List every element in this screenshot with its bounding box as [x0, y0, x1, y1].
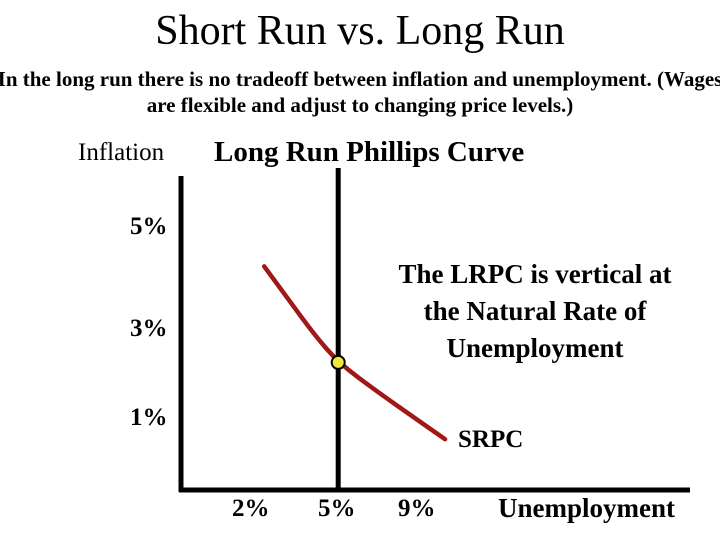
srpc-label: SRPC	[458, 426, 524, 453]
y-tick-label: 3%	[130, 315, 168, 342]
subtitle-line-2: are flexible and adjust to changing pric…	[146, 93, 574, 117]
y-axis-label: Inflation	[78, 139, 165, 166]
lrpc-annotation: The LRPC is vertical at the Natural Rate…	[360, 256, 710, 367]
x-tick-label: 5%	[318, 495, 356, 522]
x-tick-label: 2%	[232, 495, 270, 522]
lrpc-label: Long Run Phillips Curve	[214, 136, 525, 168]
subtitle-line-1: In the long run there is no tradeoff bet…	[0, 67, 720, 91]
subtitle: In the long run there is no tradeoff bet…	[0, 66, 720, 118]
y-tick-label: 1%	[130, 404, 168, 431]
equilibrium-point	[330, 354, 346, 370]
annotation-line-2: the Natural Rate of	[423, 296, 647, 326]
annotation-line-3: Unemployment	[446, 333, 624, 363]
x-tick-label: 9%	[398, 495, 436, 522]
annotation-line-1: The LRPC is vertical at	[398, 259, 672, 289]
x-axis-label: Unemployment	[498, 493, 675, 523]
y-tick-label: 5%	[130, 213, 168, 240]
page-title: Short Run vs. Long Run	[155, 8, 565, 54]
